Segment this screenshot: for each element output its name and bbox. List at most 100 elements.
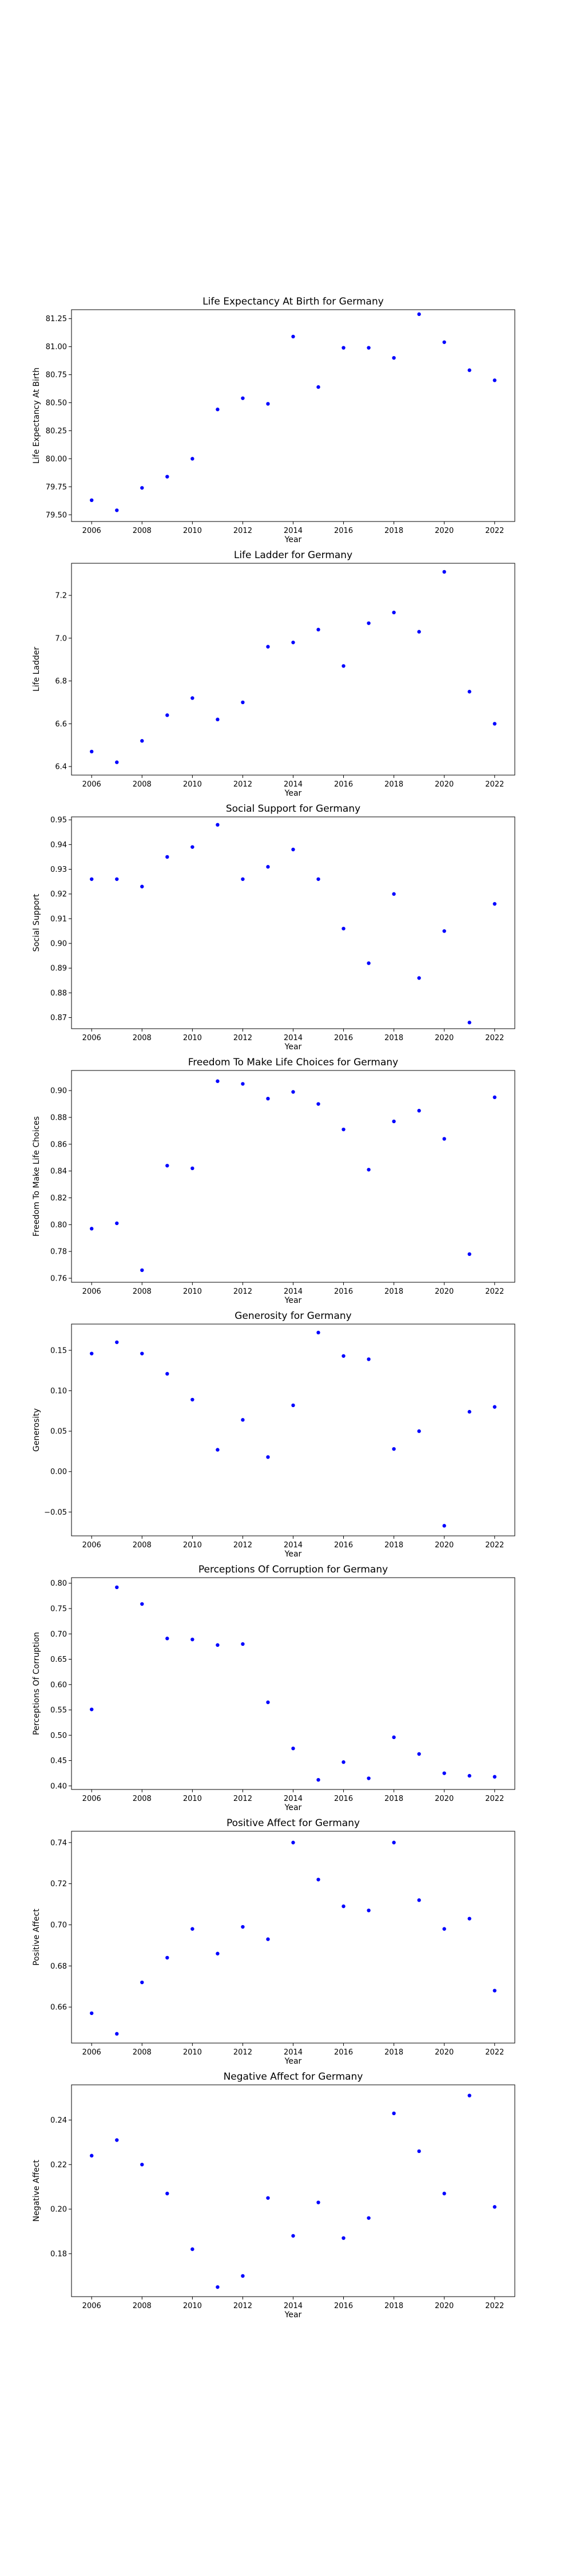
- chart-title: Social Support for Germany: [226, 803, 360, 815]
- data-point: [190, 1166, 194, 1171]
- data-point: [190, 845, 194, 849]
- plot-frame: [71, 1831, 515, 2044]
- data-point: [316, 1330, 320, 1335]
- plot-frame: [71, 1070, 515, 1283]
- data-point: [90, 749, 94, 754]
- data-point: [392, 2111, 396, 2116]
- y-axis-label: Perceptions Of Corruption: [32, 1632, 41, 1735]
- x-tick-label: 2008: [133, 1034, 152, 1042]
- data-point: [140, 739, 144, 743]
- x-tick-label: 2020: [435, 780, 454, 789]
- x-axis-label: Year: [284, 2310, 302, 2320]
- data-point: [291, 847, 295, 852]
- x-tick-label: 2022: [485, 1795, 504, 1803]
- data-point: [190, 696, 194, 700]
- data-point: [165, 1372, 169, 1376]
- y-tick-label: 80.75: [46, 371, 67, 380]
- data-point: [341, 1127, 345, 1132]
- y-tick-label: 6.8: [55, 677, 67, 686]
- data-point: [291, 1403, 295, 1408]
- data-point: [341, 1760, 345, 1764]
- x-tick-label: 2020: [435, 2048, 454, 2057]
- data-point: [392, 892, 396, 896]
- x-tick-label: 2018: [384, 527, 403, 535]
- data-point: [165, 713, 169, 717]
- data-point: [190, 1927, 194, 1931]
- x-tick-label: 2016: [334, 1034, 353, 1042]
- x-tick-label: 2010: [183, 1034, 202, 1042]
- x-tick-label: 2006: [82, 2302, 101, 2310]
- data-point: [467, 1021, 471, 1025]
- data-point: [291, 334, 295, 339]
- x-tick-label: 2006: [82, 527, 101, 535]
- y-tick-label: 0.18: [50, 2250, 67, 2258]
- y-tick-label: 0.87: [50, 1014, 67, 1022]
- data-point: [90, 1227, 94, 1231]
- data-point: [442, 340, 446, 344]
- data-point: [140, 2163, 144, 2167]
- y-tick-label: 0.78: [50, 1248, 67, 1257]
- data-point: [341, 664, 345, 668]
- y-tick-label: 80.00: [46, 455, 67, 464]
- x-tick-label: 2010: [183, 527, 202, 535]
- x-axis-label: Year: [284, 789, 302, 798]
- chart-life-ladder: Life Ladder for Germany 2006 2008 2010 2012 2…: [32, 550, 515, 798]
- x-tick-label: 2008: [133, 2302, 152, 2310]
- y-tick-label: 0.05: [50, 1428, 67, 1436]
- y-tick-label: 0.80: [50, 1221, 67, 1230]
- data-point: [367, 1168, 371, 1172]
- data-point: [216, 717, 220, 722]
- x-axis-label: Year: [284, 1803, 302, 1812]
- data-point: [140, 1602, 144, 1606]
- data-point: [442, 1524, 446, 1528]
- x-tick-label: 2008: [133, 1795, 152, 1803]
- y-tick-label: 0.91: [50, 915, 67, 923]
- x-tick-label: 2014: [284, 2048, 303, 2057]
- data-point: [140, 1352, 144, 1356]
- y-tick-label: 6.4: [55, 763, 67, 772]
- x-tick-label: 2018: [384, 2302, 403, 2310]
- data-point: [165, 475, 169, 479]
- data-point: [266, 402, 270, 406]
- chart-positive-affect: Positive Affect for Germany 2006 2008 2010 2…: [32, 1818, 515, 2066]
- data-point: [492, 1095, 496, 1100]
- y-tick-label: 6.6: [55, 720, 67, 729]
- x-tick-label: 2014: [284, 527, 303, 535]
- x-tick-label: 2020: [435, 1541, 454, 1550]
- y-tick-label: 0.92: [50, 890, 67, 899]
- data-point: [165, 2191, 169, 2196]
- x-tick-label: 2012: [233, 1541, 252, 1550]
- y-tick-label: 7.2: [55, 592, 67, 600]
- data-point: [367, 621, 371, 625]
- data-point: [316, 1878, 320, 1882]
- y-tick-label: 0.55: [50, 1706, 67, 1715]
- chart-title: Negative Affect for Germany: [224, 2071, 363, 2083]
- data-point: [115, 1340, 119, 1344]
- data-point: [392, 1735, 396, 1740]
- x-tick-label: 2020: [435, 1287, 454, 1296]
- y-tick-label: 0.80: [50, 1579, 67, 1588]
- y-tick-label: 0.45: [50, 1757, 67, 1765]
- data-point: [291, 1747, 295, 1751]
- data-point: [140, 884, 144, 888]
- data-point: [442, 2191, 446, 2196]
- data-point: [140, 1980, 144, 1985]
- chart-title: Life Ladder for Germany: [234, 550, 352, 561]
- data-point: [442, 1771, 446, 1775]
- y-tick-label: 79.50: [46, 511, 67, 520]
- y-tick-label: 0.88: [50, 989, 67, 998]
- data-point: [316, 385, 320, 389]
- x-tick-label: 2012: [233, 527, 252, 535]
- data-point: [417, 1752, 421, 1756]
- x-tick-label: 2016: [334, 527, 353, 535]
- data-point: [115, 1221, 119, 1226]
- data-point: [417, 2149, 421, 2154]
- data-point: [165, 1955, 169, 1960]
- x-tick-label: 2022: [485, 527, 504, 535]
- y-axis-label: Freedom To Make Life Choices: [32, 1116, 41, 1236]
- data-point: [291, 641, 295, 645]
- data-point: [190, 1397, 194, 1402]
- y-tick-label: 0.72: [50, 1880, 67, 1888]
- data-point: [115, 877, 119, 881]
- plot-frame: [71, 563, 515, 776]
